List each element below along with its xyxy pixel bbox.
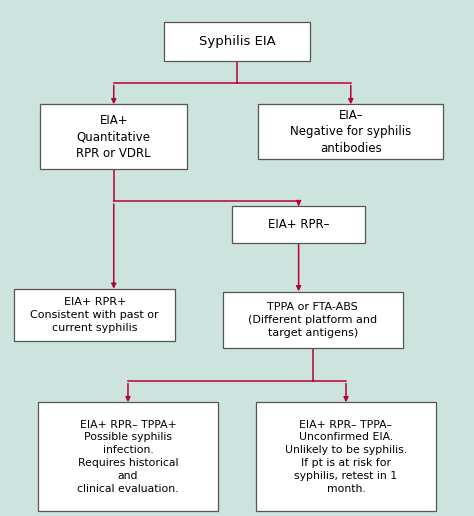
- FancyBboxPatch shape: [223, 292, 403, 348]
- Text: EIA+ RPR– TPPA+
Possible syphilis
infection.
Requires historical
and
clinical ev: EIA+ RPR– TPPA+ Possible syphilis infect…: [77, 420, 179, 494]
- Text: EIA+ RPR+
Consistent with past or
current syphilis: EIA+ RPR+ Consistent with past or curren…: [30, 297, 159, 332]
- FancyBboxPatch shape: [14, 289, 175, 341]
- Text: Syphilis EIA: Syphilis EIA: [199, 35, 275, 48]
- FancyBboxPatch shape: [38, 402, 218, 511]
- Text: EIA–
Negative for syphilis
antibodies: EIA– Negative for syphilis antibodies: [290, 108, 411, 155]
- FancyBboxPatch shape: [40, 104, 187, 169]
- FancyBboxPatch shape: [256, 402, 436, 511]
- Text: EIA+ RPR–: EIA+ RPR–: [268, 218, 329, 231]
- Text: TPPA or FTA-ABS
(Different platform and
target antigens): TPPA or FTA-ABS (Different platform and …: [248, 302, 377, 337]
- Text: EIA+ RPR– TPPA–
Unconfirmed EIA.
Unlikely to be syphilis.
If pt is at risk for
s: EIA+ RPR– TPPA– Unconfirmed EIA. Unlikel…: [285, 420, 407, 494]
- FancyBboxPatch shape: [232, 206, 365, 243]
- FancyBboxPatch shape: [164, 22, 310, 61]
- FancyBboxPatch shape: [258, 104, 443, 159]
- Text: EIA+
Quantitative
RPR or VDRL: EIA+ Quantitative RPR or VDRL: [76, 114, 151, 160]
